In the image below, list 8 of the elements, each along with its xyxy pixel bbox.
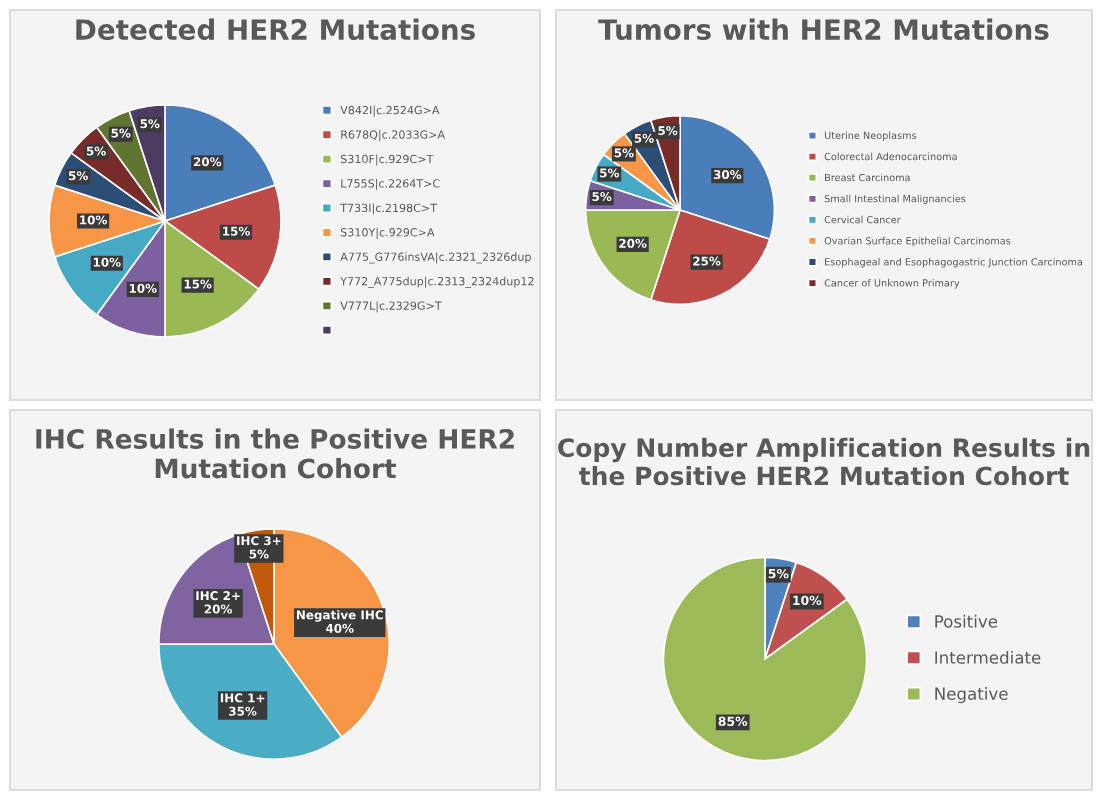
legend-label: Positive	[935, 614, 998, 628]
chart-title: Tumors with HER2 Mutations	[598, 18, 1049, 41]
pie-slice	[662, 556, 868, 762]
legend-label: Intermediate	[935, 650, 1041, 664]
chart-title: Copy Number Amplification Results in the Positive HER2 Mutation Cohort	[558, 437, 1090, 486]
legend-label: Negative	[935, 687, 1008, 704]
chart-title: Detected HER2 Mutations	[76, 18, 475, 41]
chart-title: IHC Results in the Positive HER2 Mutation Cohort	[36, 428, 514, 479]
